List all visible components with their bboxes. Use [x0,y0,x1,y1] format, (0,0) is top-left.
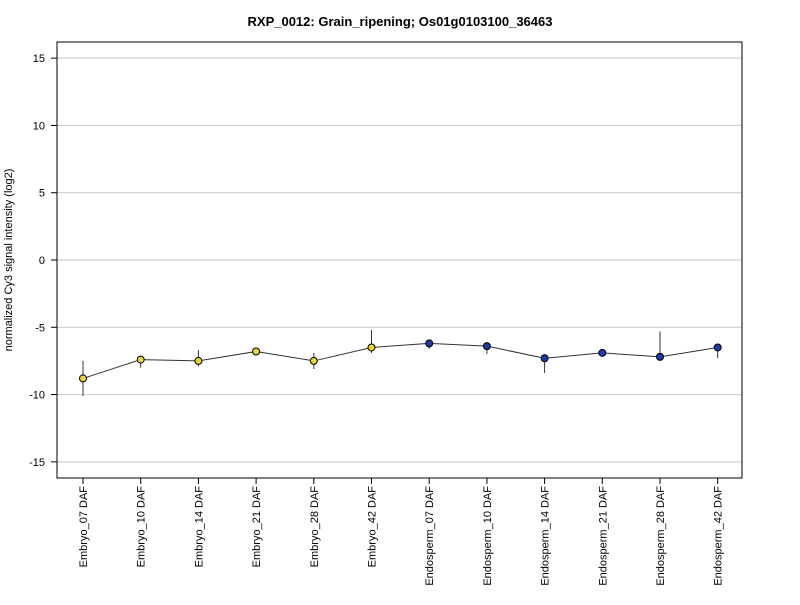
x-tick-label: Embryo_07 DAF [78,486,90,568]
y-tick-label: 15 [33,53,45,65]
y-tick-label: -5 [35,322,45,334]
data-point [367,343,376,352]
data-point [309,356,318,365]
gridlines [57,57,742,463]
x-tick-label: Endosperm_42 DAF [713,486,725,586]
data-point [79,374,87,383]
series-line [82,342,718,379]
x-tick-label: Embryo_10 DAF [136,486,148,568]
y-tick-label: 5 [39,188,45,200]
y-tick-label: 10 [33,120,45,132]
data-point [482,342,491,351]
x-tick-label: Endosperm_07 DAF [424,486,436,586]
y-axis: 15 10 5 0 -5 -10 -15 [29,53,57,469]
x-tick-label: Endosperm_10 DAF [482,486,494,586]
data-point [656,352,664,361]
x-tick-label: Embryo_28 DAF [309,486,321,568]
x-tick-label: Endosperm_14 DAF [540,486,552,586]
x-tick-label: Endosperm_28 DAF [655,486,667,586]
data-point [713,343,722,352]
y-axis-label: normalized Cy3 signal intensity (log2) [3,169,15,352]
y-tick-label: -15 [29,457,45,469]
data-point [425,339,434,348]
y-tick-label: -10 [29,390,45,402]
error-bars [82,329,719,396]
data-points [79,339,722,383]
data-point [194,356,203,365]
x-axis: Embryo_07 DAF Embryo_10 DAF Embryo_14 DAF E… [78,478,725,586]
y-tick-label: 0 [39,255,45,267]
x-tick-label: Embryo_21 DAF [251,486,263,568]
data-point [540,354,549,363]
data-point [598,348,607,357]
x-tick-label: Embryo_42 DAF [367,486,379,568]
x-tick-label: Endosperm_21 DAF [597,486,609,586]
chart-title: RXP_0012: Grain_ripening; Os01g0103100_3… [248,14,553,29]
data-point [136,355,145,364]
x-tick-label: Embryo_14 DAF [193,486,205,568]
data-point [252,347,261,356]
